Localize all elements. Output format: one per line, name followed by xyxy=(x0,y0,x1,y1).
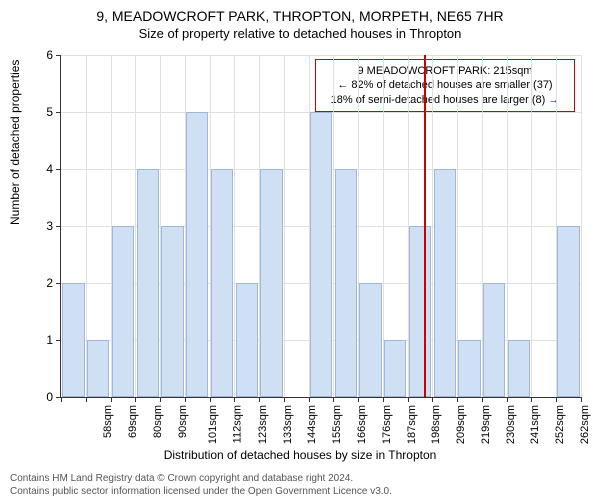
xtick-mark xyxy=(234,397,235,402)
xtick-mark xyxy=(556,397,557,402)
xtick-mark xyxy=(432,397,433,402)
bar xyxy=(236,283,258,397)
xtick-label: 144sqm xyxy=(307,405,319,444)
ytick-mark xyxy=(56,226,61,227)
xtick-label: 90sqm xyxy=(177,405,189,438)
ytick-mark xyxy=(56,169,61,170)
xtick-label: 198sqm xyxy=(430,405,442,444)
xtick-mark xyxy=(581,397,582,402)
bar xyxy=(260,169,282,397)
xtick-mark xyxy=(309,397,310,402)
xtick-label: 69sqm xyxy=(127,405,139,438)
xtick-mark xyxy=(61,397,62,402)
ytick-label: 5 xyxy=(33,105,53,119)
bar xyxy=(161,226,183,397)
xtick-mark xyxy=(457,397,458,402)
ytick-label: 2 xyxy=(33,276,53,290)
xtick-mark xyxy=(185,397,186,402)
xtick-label: 166sqm xyxy=(356,405,368,444)
bar xyxy=(483,283,505,397)
gridline-v xyxy=(284,55,285,397)
xtick-label: 241sqm xyxy=(529,405,541,444)
chart-title-address: 9, MEADOWCROFT PARK, THROPTON, MORPETH, … xyxy=(0,0,600,24)
xtick-label: 133sqm xyxy=(282,405,294,444)
ytick-mark xyxy=(56,112,61,113)
y-axis-label: Number of detached properties xyxy=(8,60,22,225)
ytick-label: 4 xyxy=(33,162,53,176)
xtick-label: 155sqm xyxy=(331,405,343,444)
bar xyxy=(359,283,381,397)
bar xyxy=(458,340,480,397)
bar xyxy=(384,340,406,397)
bar xyxy=(310,112,332,397)
bar xyxy=(409,226,431,397)
gridline-v xyxy=(581,55,582,397)
xtick-mark xyxy=(358,397,359,402)
xtick-mark xyxy=(333,397,334,402)
xtick-mark xyxy=(259,397,260,402)
bar xyxy=(434,169,456,397)
bar xyxy=(557,226,579,397)
xtick-mark xyxy=(507,397,508,402)
xtick-label: 252sqm xyxy=(554,405,566,444)
xtick-label: 176sqm xyxy=(381,405,393,444)
ytick-label: 6 xyxy=(33,48,53,62)
chart-plot-area: 9 MEADOWCROFT PARK: 215sqm ← 82% of deta… xyxy=(60,55,581,398)
xtick-label: 262sqm xyxy=(579,405,591,444)
footer-line2: Contains public sector information licen… xyxy=(10,485,392,498)
x-axis-label: Distribution of detached houses by size … xyxy=(0,448,600,462)
bar xyxy=(186,112,208,397)
chart-container: 9, MEADOWCROFT PARK, THROPTON, MORPETH, … xyxy=(0,0,600,500)
xtick-mark xyxy=(284,397,285,402)
property-annotation-box: 9 MEADOWCROFT PARK: 215sqm ← 82% of deta… xyxy=(315,59,575,112)
xtick-label: 187sqm xyxy=(406,405,418,444)
xtick-mark xyxy=(86,397,87,402)
xtick-label: 112sqm xyxy=(232,405,244,443)
xtick-mark xyxy=(383,397,384,402)
gridline-h xyxy=(61,55,581,56)
bar xyxy=(112,226,134,397)
footer-line1: Contains HM Land Registry data © Crown c… xyxy=(10,472,392,485)
xtick-mark xyxy=(111,397,112,402)
property-marker-line xyxy=(424,55,426,397)
bar xyxy=(211,169,233,397)
xtick-label: 58sqm xyxy=(102,405,114,438)
chart-subtitle: Size of property relative to detached ho… xyxy=(0,24,600,41)
bar xyxy=(335,169,357,397)
ytick-label: 3 xyxy=(33,219,53,233)
xtick-mark xyxy=(135,397,136,402)
xtick-label: 219sqm xyxy=(480,405,492,444)
xtick-mark xyxy=(210,397,211,402)
xtick-mark xyxy=(482,397,483,402)
xtick-label: 209sqm xyxy=(455,405,467,444)
xtick-mark xyxy=(531,397,532,402)
xtick-label: 123sqm xyxy=(257,405,269,444)
ytick-mark xyxy=(56,55,61,56)
bar xyxy=(62,283,84,397)
ytick-label: 0 xyxy=(33,390,53,404)
bar xyxy=(87,340,109,397)
ytick-label: 1 xyxy=(33,333,53,347)
gridline-v xyxy=(531,55,532,397)
ytick-mark xyxy=(56,283,61,284)
bar xyxy=(508,340,530,397)
xtick-label: 101sqm xyxy=(208,405,220,444)
footer-credits: Contains HM Land Registry data © Crown c… xyxy=(10,472,392,498)
xtick-mark xyxy=(160,397,161,402)
bar xyxy=(137,169,159,397)
xtick-mark xyxy=(408,397,409,402)
xtick-label: 80sqm xyxy=(152,405,164,438)
ytick-mark xyxy=(56,340,61,341)
xtick-label: 230sqm xyxy=(505,405,517,444)
